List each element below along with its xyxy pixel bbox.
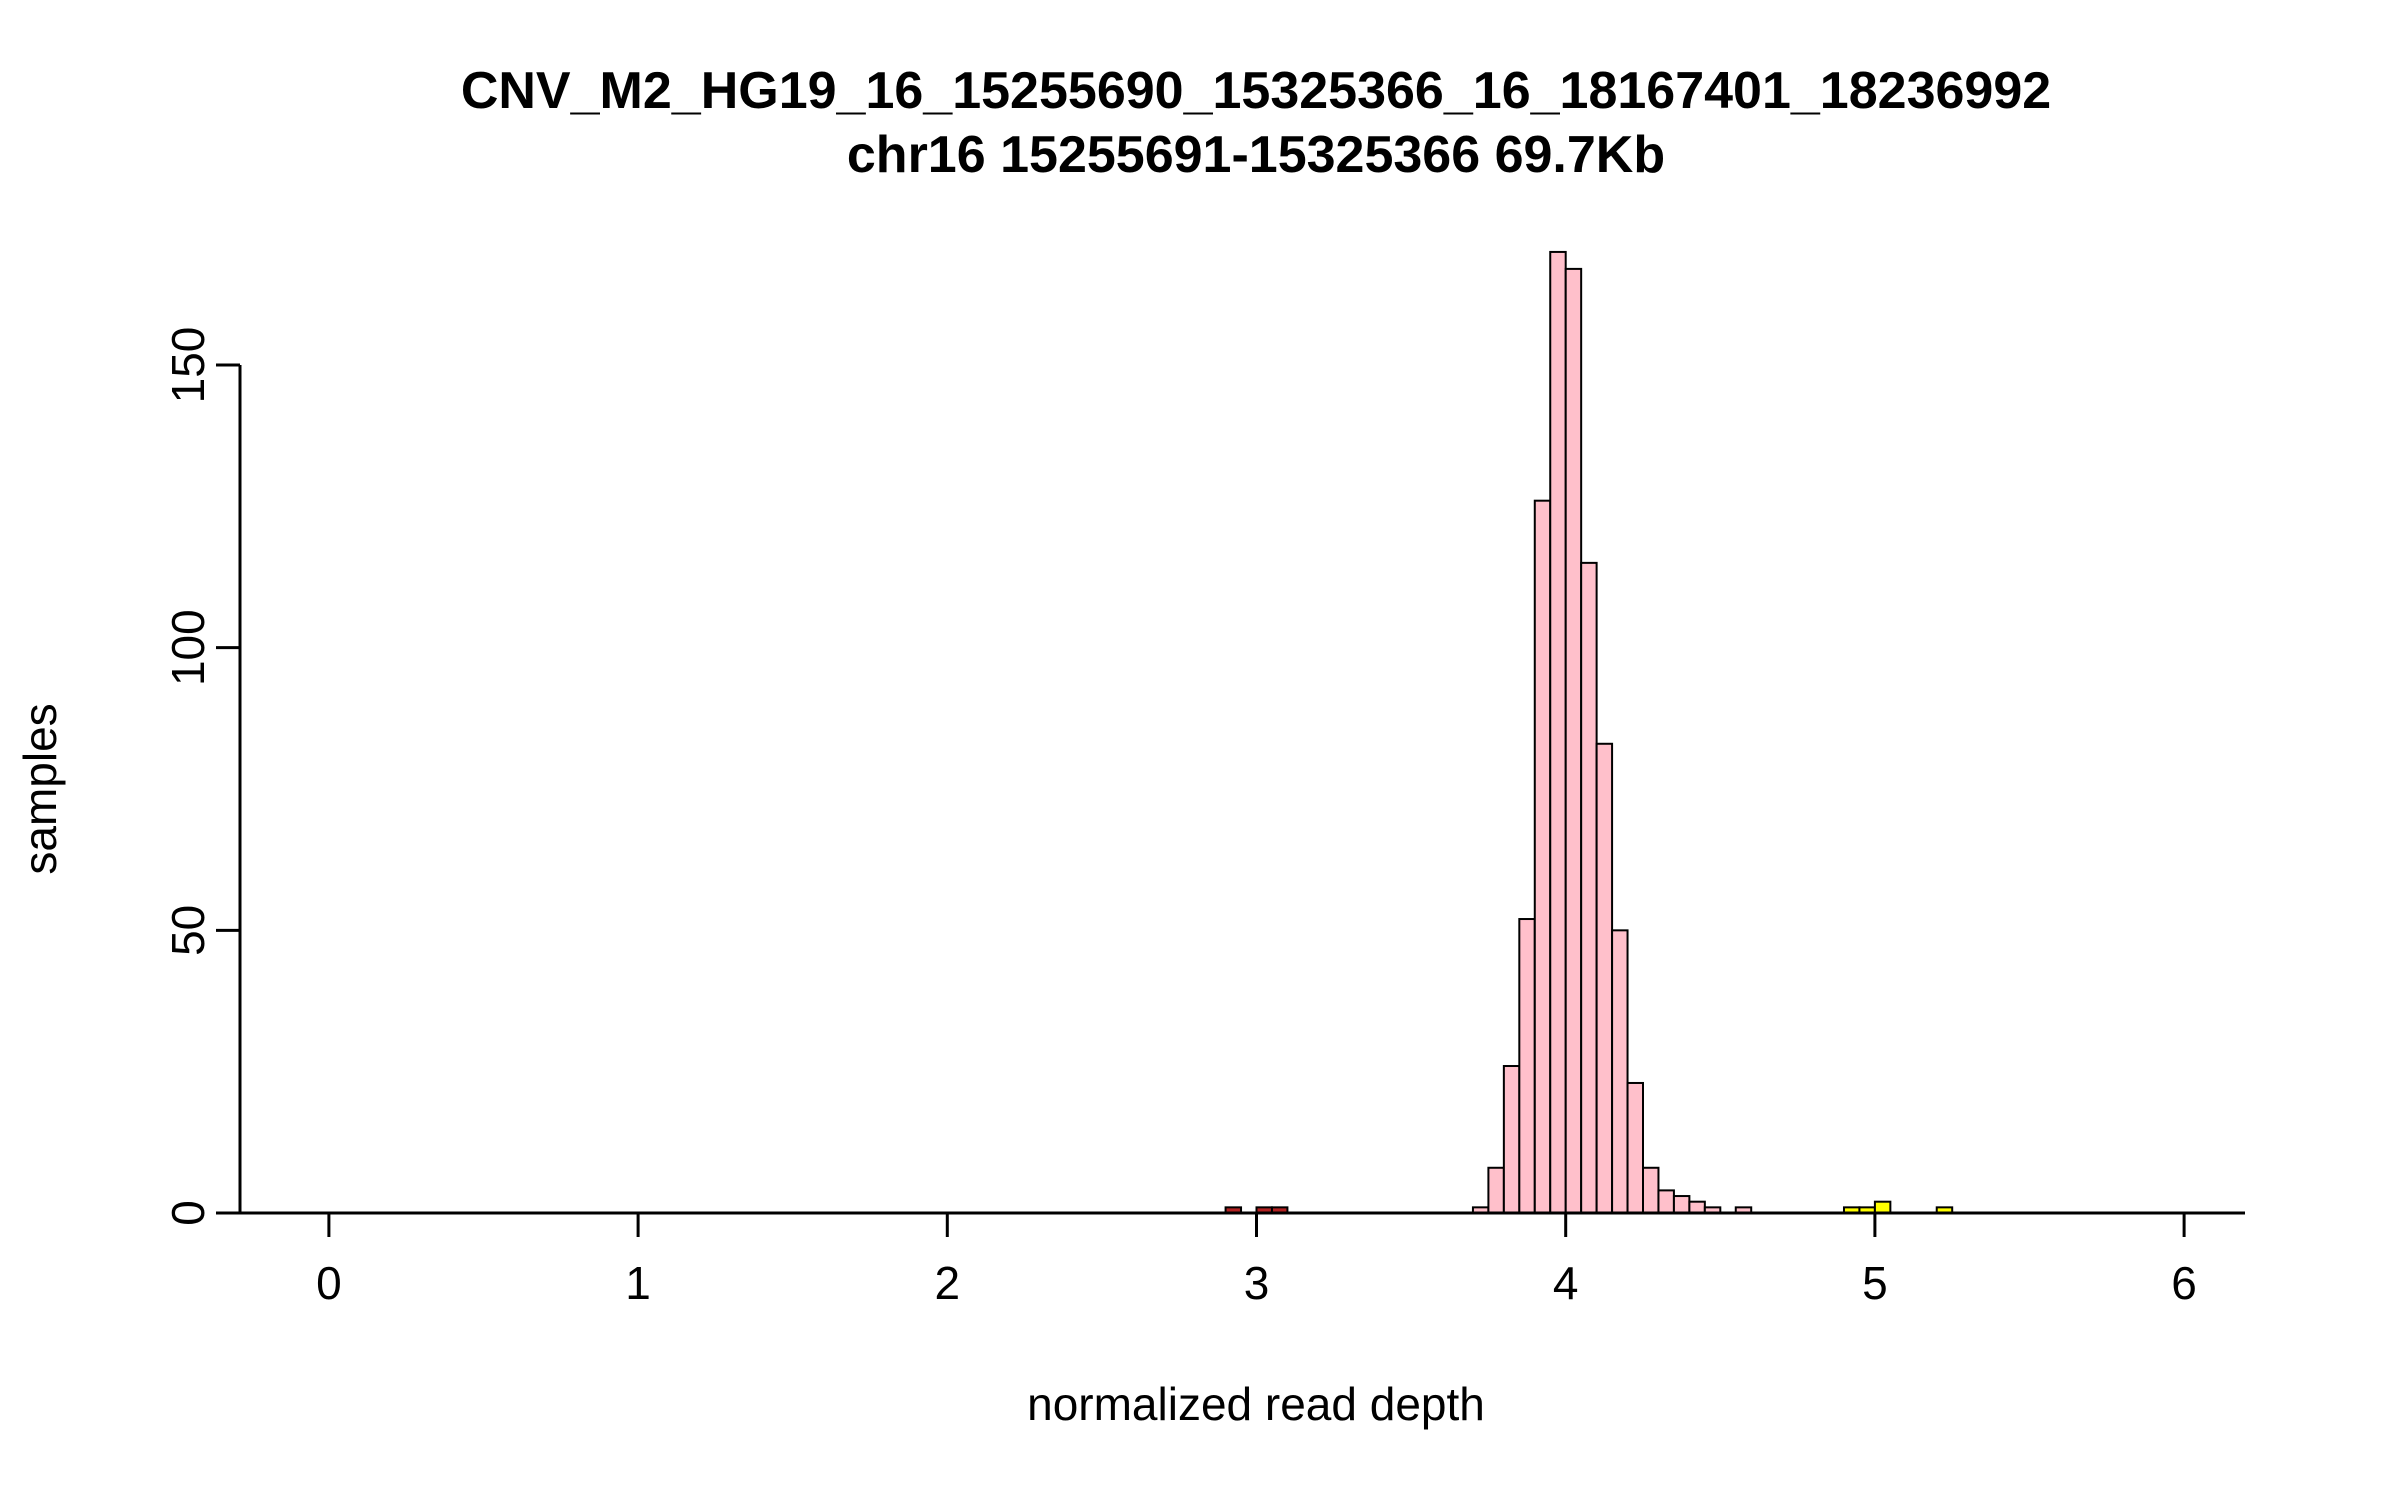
histogram-bar	[1564, 267, 1583, 1214]
x-tick-label: 0	[316, 1257, 342, 1309]
y-tick-label: 0	[162, 1200, 214, 1226]
histogram-bar	[1642, 1166, 1660, 1214]
histogram-bar	[1533, 499, 1552, 1214]
x-tick-label: 6	[2171, 1257, 2197, 1309]
chart-subtitle: chr16 15255691-15325366 69.7Kb	[847, 126, 1665, 184]
x-tick-label: 2	[935, 1257, 961, 1309]
y-tick-label: 50	[162, 905, 214, 956]
histogram-bar	[1518, 918, 1536, 1214]
histogram-bar	[1595, 742, 1614, 1215]
histogram-bar	[1626, 1081, 1645, 1215]
histogram-bar	[1873, 1200, 1892, 1214]
histogram-bar	[1549, 250, 1567, 1214]
x-axis-label: normalized read depth	[1027, 1378, 1485, 1430]
x-tick-label: 1	[625, 1257, 651, 1309]
histogram-bar	[1657, 1189, 1675, 1215]
histogram-bar	[1580, 561, 1598, 1214]
x-tick-label: 5	[1862, 1257, 1888, 1309]
histogram-bar	[1487, 1166, 1505, 1214]
y-tick-label: 150	[162, 327, 214, 404]
histogram-bar	[1688, 1200, 1706, 1214]
x-tick-label: 4	[1553, 1257, 1579, 1309]
chart-title: CNV_M2_HG19_16_15255690_15325366_16_1816…	[461, 62, 2051, 120]
histogram-bars	[1224, 250, 1954, 1215]
y-axis-label: samples	[14, 703, 66, 874]
x-tick-label: 3	[1244, 1257, 1270, 1309]
y-tick-label: 100	[162, 609, 214, 686]
axes: 0 1 2 3 4 5 6 0 50 100 150	[162, 327, 2245, 1309]
histogram-bar	[1611, 929, 1629, 1215]
histogram-bar	[1672, 1195, 1691, 1214]
histogram-bar	[1502, 1065, 1521, 1214]
